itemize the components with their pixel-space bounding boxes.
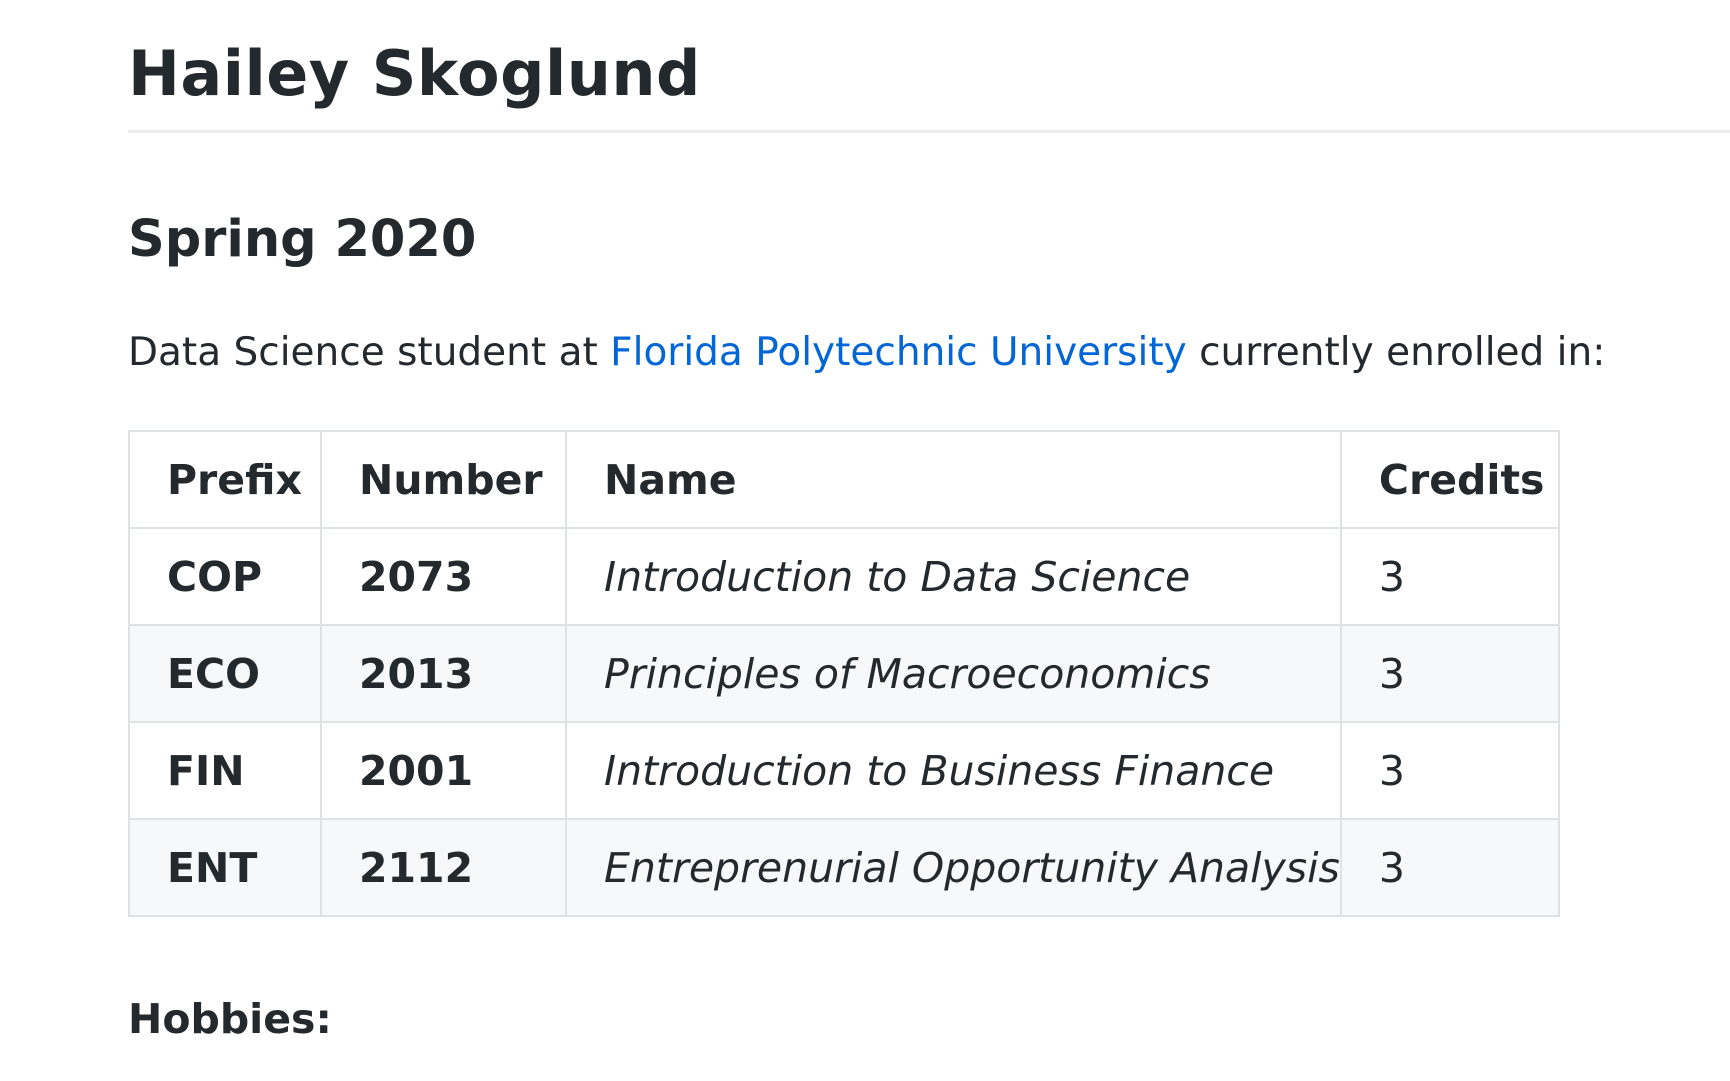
course-prefix: FIN bbox=[128, 721, 322, 820]
course-credits: 3 bbox=[1339, 818, 1560, 917]
table-header-row: Prefix Number Name Credits bbox=[128, 430, 1560, 529]
course-name: Introduction to Data Science bbox=[565, 527, 1342, 626]
course-number: 2112 bbox=[320, 818, 567, 917]
page-title: Hailey Skoglund bbox=[128, 0, 1730, 133]
term-heading: Spring 2020 bbox=[128, 210, 477, 269]
course-name: Entreprenurial Opportunity Analysis bbox=[565, 818, 1342, 917]
course-prefix: ENT bbox=[128, 818, 322, 917]
course-name: Introduction to Business Finance bbox=[565, 721, 1342, 820]
table-row: ECO 2013 Principles of Macroeconomics 3 bbox=[128, 624, 1560, 723]
intro-text-before: Data Science student at bbox=[128, 330, 611, 375]
university-link[interactable]: Florida Polytechnic University bbox=[610, 330, 1187, 375]
table-row: COP 2073 Introduction to Data Science 3 bbox=[128, 527, 1560, 626]
course-number: 2073 bbox=[320, 527, 567, 626]
course-name: Principles of Macroeconomics bbox=[565, 624, 1342, 723]
course-number: 2001 bbox=[320, 721, 567, 820]
courses-table: Prefix Number Name Credits COP 2073 Intr… bbox=[128, 430, 1560, 917]
table-row: FIN 2001 Introduction to Business Financ… bbox=[128, 721, 1560, 820]
column-header-name: Name bbox=[565, 430, 1342, 529]
hobbies-heading: Hobbies: bbox=[128, 995, 332, 1043]
readme-content: Hailey Skoglund Spring 2020 Data Science… bbox=[128, 0, 1730, 1043]
column-header-prefix: Prefix bbox=[128, 430, 322, 529]
column-header-credits: Credits bbox=[1339, 430, 1560, 529]
course-credits: 3 bbox=[1339, 527, 1560, 626]
course-credits: 3 bbox=[1339, 624, 1560, 723]
course-credits: 3 bbox=[1339, 721, 1560, 820]
course-prefix: COP bbox=[128, 527, 322, 626]
intro-text-after: currently enrolled in: bbox=[1186, 330, 1606, 375]
intro-paragraph: Data Science student at Florida Polytech… bbox=[128, 318, 1605, 388]
table-row: ENT 2112 Entreprenurial Opportunity Anal… bbox=[128, 818, 1560, 917]
course-number: 2013 bbox=[320, 624, 567, 723]
course-prefix: ECO bbox=[128, 624, 322, 723]
column-header-number: Number bbox=[320, 430, 567, 529]
